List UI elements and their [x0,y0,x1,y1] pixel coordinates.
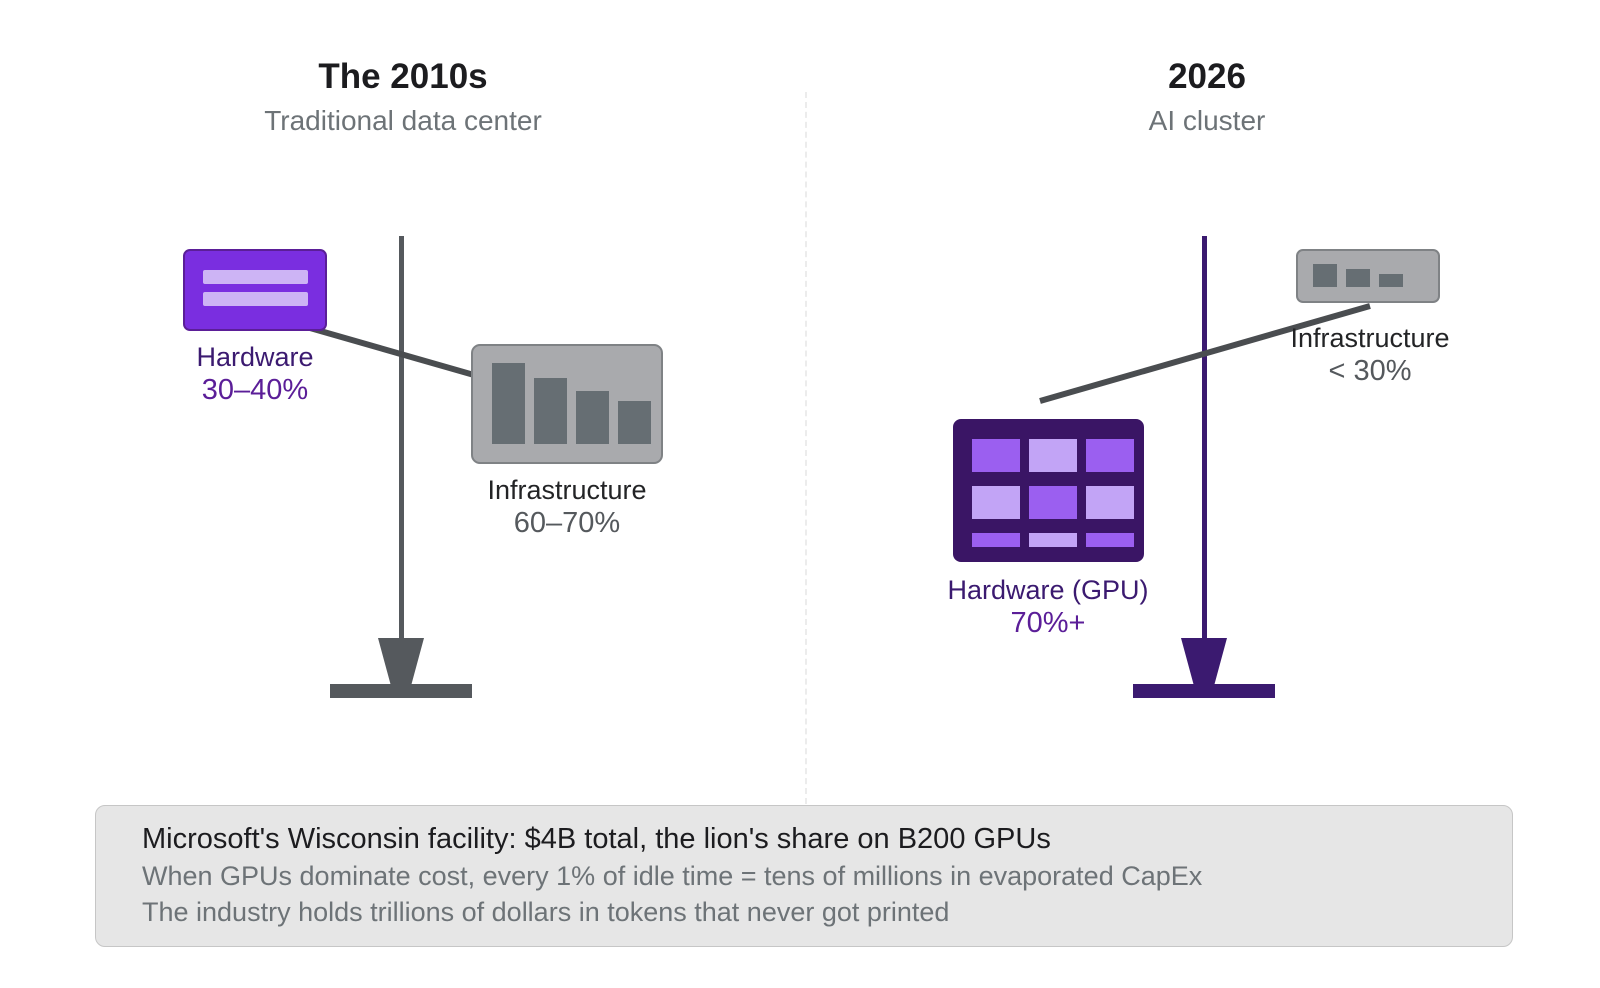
left-hardware-name: Hardware [196,342,314,372]
infrastructure-small-icon [1296,249,1440,303]
bar-chart-icon [471,344,663,464]
right-era-title: 2026 [1168,57,1246,96]
left-panel-header: The 2010s Traditional data center [103,56,703,140]
right-scale-base [1133,684,1275,698]
right-infrastructure-share: < 30% [1328,355,1412,387]
callout-line-1: When GPUs dominate cost, every 1% of idl… [142,861,1203,891]
left-era-subtitle: Traditional data center [264,105,542,136]
gpu-grid-icon [953,419,1144,562]
right-balance-scale [1039,236,1371,698]
right-panel-header: 2026 AI cluster [907,56,1507,140]
right-scale-post [1202,236,1207,640]
left-infrastructure-share: 60–70% [513,507,621,539]
left-infrastructure-label: Infrastructure 60–70% [487,474,646,540]
right-infrastructure-name: Infrastructure [1290,323,1450,353]
left-balance-scale [309,236,475,698]
left-scale-beam [309,325,475,378]
server-icon [183,249,327,331]
left-scale-foot [378,638,424,686]
summary-callout: Microsoft's Wisconsin facility: $4B tota… [95,805,1513,947]
left-scale-post [399,236,404,640]
left-hardware-share: 30–40% [201,374,309,406]
left-infrastructure-name: Infrastructure [487,475,647,505]
panel-divider [805,92,807,804]
right-scale-beam [1039,303,1371,404]
right-hardware-share: 70%+ [1010,607,1086,639]
left-era-title: The 2010s [318,57,488,96]
callout-line-2: The industry holds trillions of dollars … [142,897,950,927]
right-hardware-label: Hardware (GPU) 70%+ [947,574,1148,640]
right-era-subtitle: AI cluster [1148,105,1266,136]
left-scale-base [330,684,472,698]
left-hardware-label: Hardware 30–40% [196,341,313,407]
right-infrastructure-label: Infrastructure < 30% [1290,322,1449,388]
right-scale-foot [1181,638,1227,686]
right-hardware-name: Hardware (GPU) [947,575,1149,605]
callout-headline: Microsoft's Wisconsin facility: $4B tota… [142,823,1051,855]
